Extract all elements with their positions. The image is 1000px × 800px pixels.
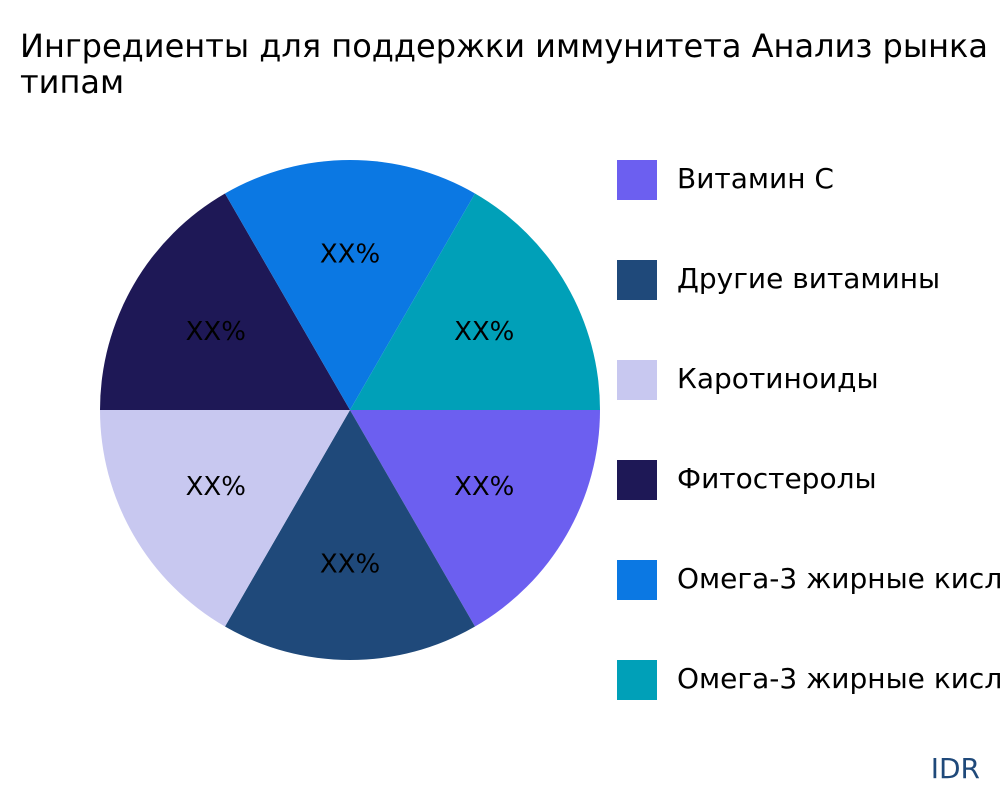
pie-slice [350,410,600,627]
legend-swatch [617,160,657,200]
legend-swatch [617,660,657,700]
pie-slice [100,410,350,627]
legend-label: Каротиноиды [677,362,879,395]
pie-slice [350,193,600,410]
legend-swatch [617,260,657,300]
legend-label: Другие витамины [677,262,940,295]
legend-label: Омега-3 жирные кислоты [677,562,1000,595]
legend-label: Омега-3 жирные кислоты [677,662,1000,695]
pie-slice [225,410,475,660]
chart-title: Ингредиенты для поддержки иммунитета Ана… [20,27,1000,101]
data-label: XX% [186,317,246,347]
legend-label: Фитостеролы [677,462,877,495]
legend-label: Витамин C [677,162,834,195]
legend-swatch [617,360,657,400]
data-label: XX% [320,240,380,270]
data-label: XX% [320,550,380,580]
data-label: XX% [186,472,246,502]
source: IDR [931,752,980,785]
pie-slice [225,160,475,410]
pie-slice [100,193,350,410]
legend-swatch [617,560,657,600]
data-label: XX% [454,472,514,502]
legend-swatch [617,460,657,500]
data-label: XX% [454,317,514,347]
